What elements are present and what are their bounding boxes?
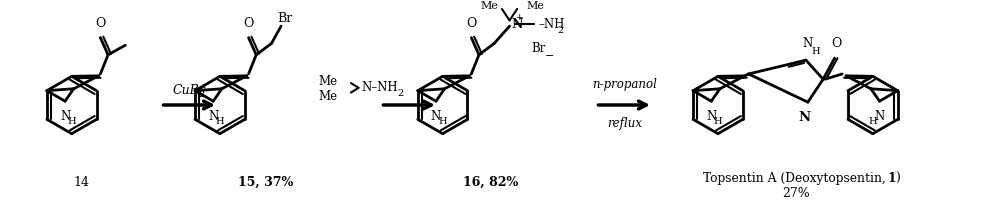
- Text: n-propanol: n-propanol: [592, 78, 657, 91]
- Text: 27%: 27%: [782, 186, 810, 199]
- Text: –NH: –NH: [538, 18, 565, 31]
- Text: +: +: [515, 13, 523, 22]
- Text: N: N: [511, 18, 523, 31]
- Text: N: N: [874, 109, 885, 122]
- Text: Me: Me: [480, 1, 498, 11]
- Text: Topsentin A (Deoxytopsentin,: Topsentin A (Deoxytopsentin,: [703, 171, 890, 184]
- Text: H: H: [438, 116, 447, 125]
- Text: Br: Br: [277, 12, 293, 25]
- Text: H: H: [869, 116, 877, 125]
- Text: N: N: [798, 110, 810, 123]
- Text: O: O: [95, 17, 106, 30]
- Text: O: O: [243, 17, 254, 30]
- Text: H: H: [216, 116, 224, 125]
- Text: 15, 37%: 15, 37%: [238, 175, 293, 188]
- Text: reflux: reflux: [607, 116, 642, 129]
- Text: ): ): [895, 171, 900, 184]
- Text: H: H: [811, 47, 820, 56]
- Text: N–NH: N–NH: [361, 81, 398, 94]
- Text: CuBr: CuBr: [173, 84, 206, 97]
- Text: 2: 2: [397, 89, 404, 98]
- Text: 2: 2: [199, 90, 205, 99]
- Text: N: N: [60, 109, 70, 122]
- Text: −: −: [545, 50, 554, 61]
- Text: Br: Br: [531, 41, 545, 54]
- Text: O: O: [466, 17, 477, 30]
- Text: 16, 82%: 16, 82%: [463, 175, 518, 188]
- Text: Me: Me: [318, 89, 337, 102]
- Text: O: O: [831, 36, 842, 49]
- Text: 2: 2: [557, 25, 563, 34]
- Text: Me: Me: [527, 1, 545, 11]
- Text: N: N: [431, 109, 441, 122]
- Text: H: H: [714, 116, 722, 125]
- Text: N: N: [208, 109, 218, 122]
- Text: 1: 1: [887, 171, 896, 184]
- Text: 14: 14: [73, 175, 89, 188]
- Text: Me: Me: [318, 74, 337, 87]
- Text: N: N: [803, 36, 813, 49]
- Text: H: H: [67, 116, 76, 125]
- Text: N: N: [706, 109, 716, 122]
